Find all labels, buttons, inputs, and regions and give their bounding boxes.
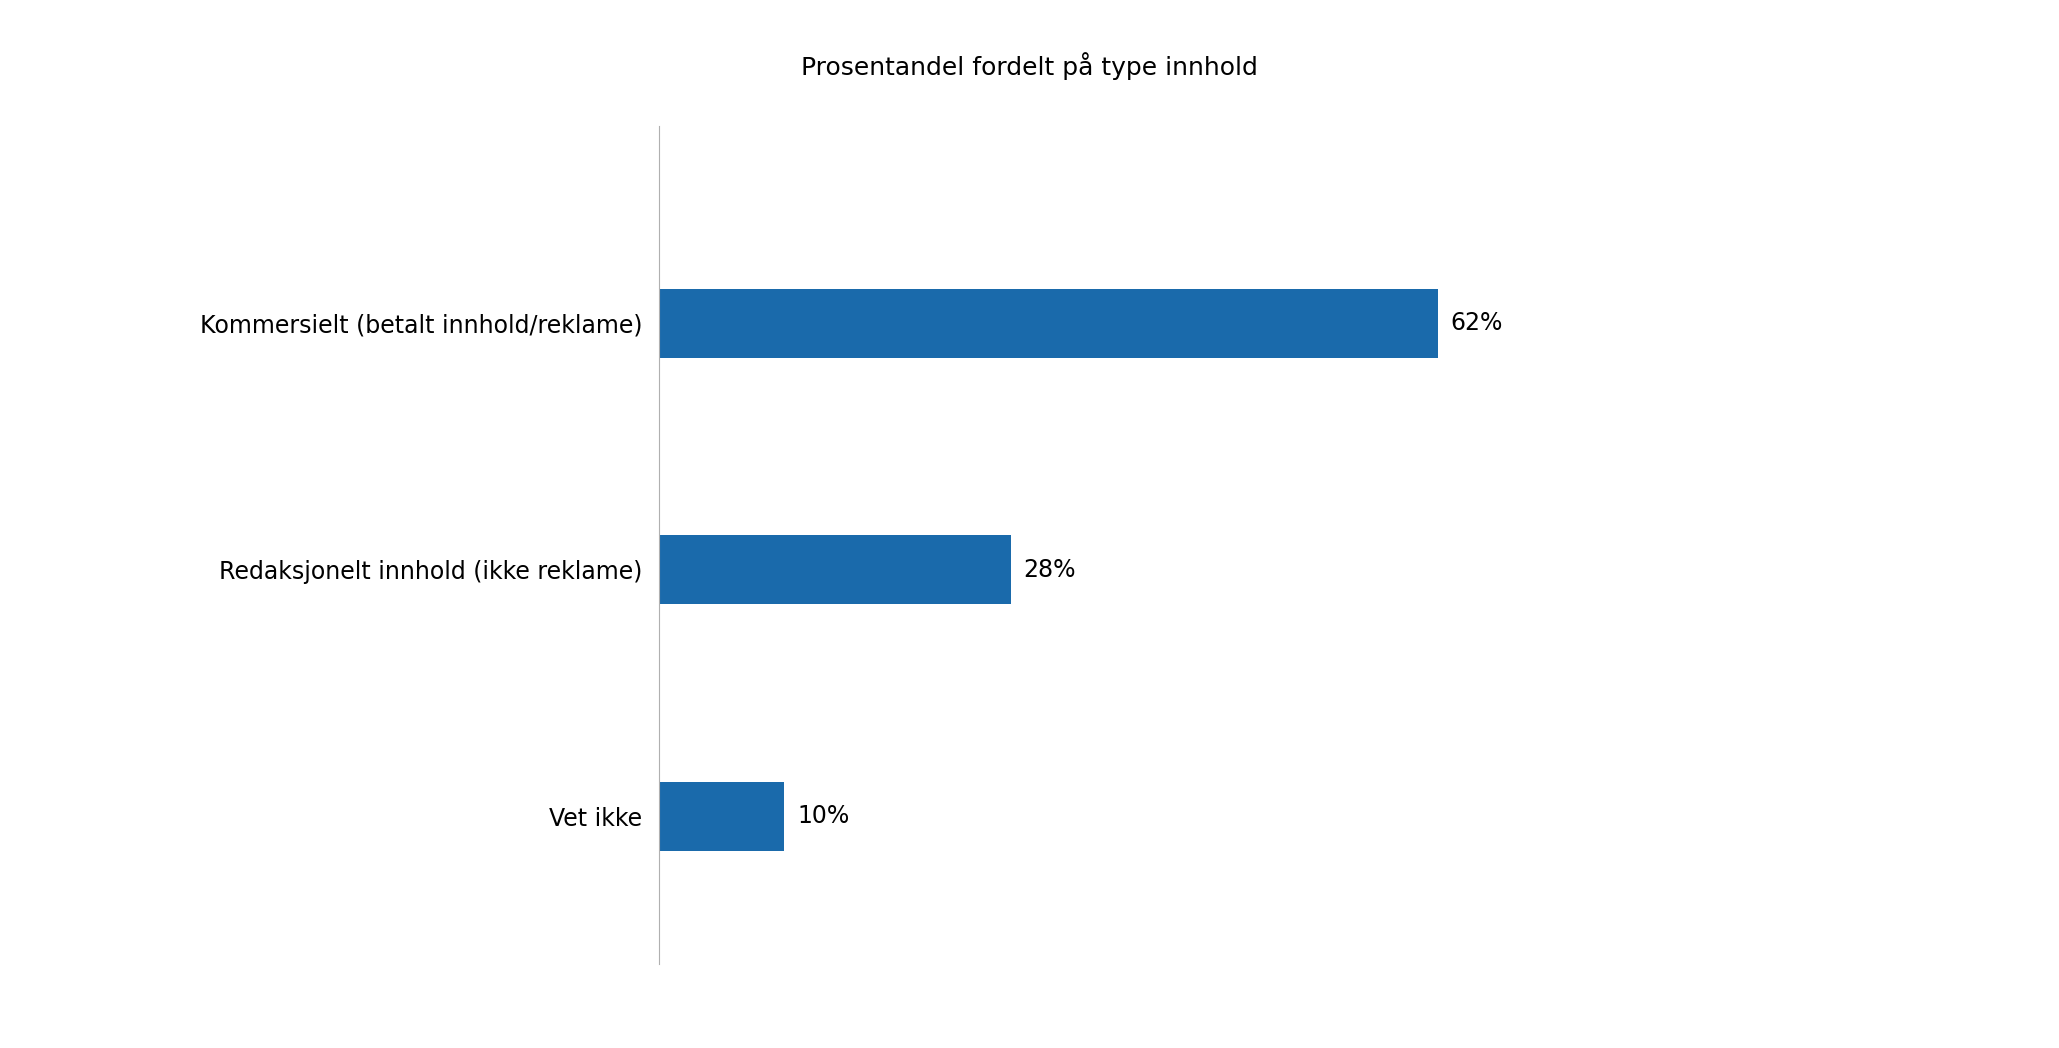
Text: 62%: 62%	[1450, 311, 1503, 335]
Bar	[659, 288, 1437, 357]
Bar	[659, 536, 1011, 604]
Text: 10%: 10%	[797, 804, 848, 828]
Text: Prosentandel fordelt på type innhold: Prosentandel fordelt på type innhold	[801, 52, 1258, 81]
Bar	[659, 782, 784, 851]
Text: 28%: 28%	[1023, 558, 1075, 582]
